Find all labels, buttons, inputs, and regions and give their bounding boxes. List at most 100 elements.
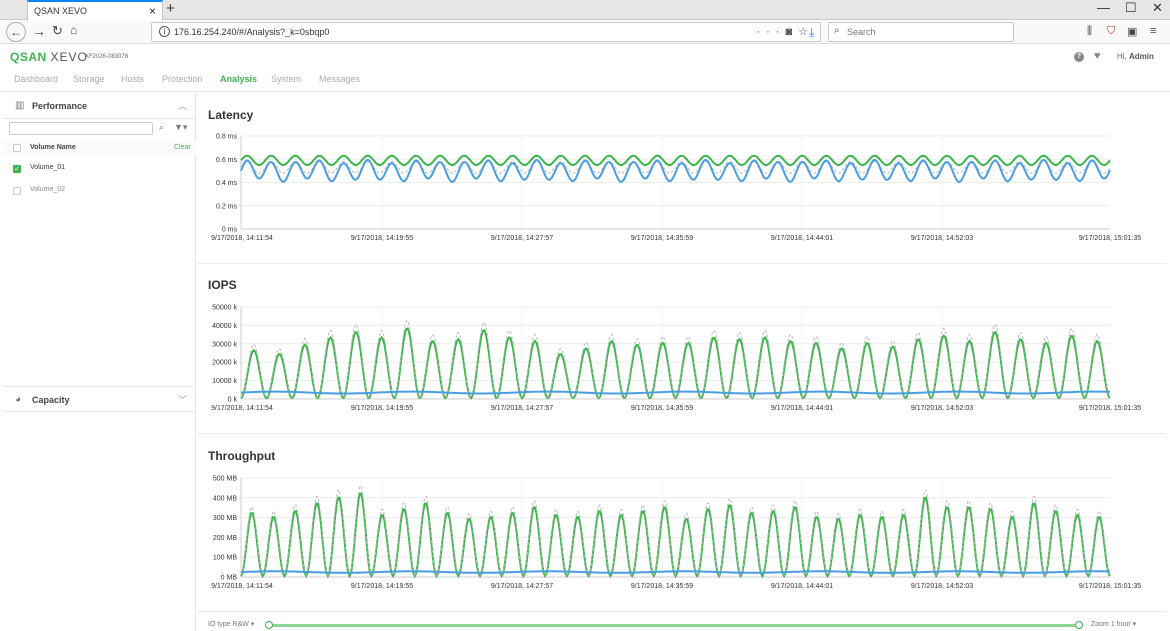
y-tick-label: 500 MB: [213, 476, 237, 483]
health-icon[interactable]: ♥: [1094, 50, 1101, 62]
x-tick-label: 9/17/2018, 15:01:35: [1079, 235, 1141, 242]
x-tick-label: 9/17/2018, 14:19:55: [351, 405, 413, 412]
select-all-checkbox[interactable]: [13, 144, 21, 152]
latency-title: Latency: [208, 108, 254, 122]
app-header: QSAN XEVO XF2026-083078 ? ♥ Hi, Admin: [0, 45, 1170, 70]
volume-row[interactable]: ✓ Volume_01: [3, 161, 196, 177]
pie-chart-icon: ◕: [15, 394, 22, 405]
info-icon[interactable]: i: [159, 26, 170, 37]
throughput-chart[interactable]: 500 MB 400 MB 300 MB 200 MB 100 MB 0 MB 9/17/2…: [197, 471, 1166, 611]
x-tick-label: 9/17/2018, 14:44:01: [771, 583, 833, 590]
user-menu[interactable]: Hi, Admin: [1117, 52, 1154, 61]
search-icon[interactable]: ⌕: [159, 122, 165, 132]
x-tick-label: 9/17/2018, 14:11:54: [211, 583, 273, 590]
y-tick-label: 10000 k: [212, 378, 237, 385]
series-line-green: [240, 492, 1111, 579]
x-tick-label: 9/17/2018, 14:27:57: [491, 405, 553, 412]
y-tick-label: 0 k: [228, 397, 238, 404]
x-tick-label: 9/17/2018, 14:27:57: [491, 235, 553, 242]
volume-list-header: Volume Name Clear: [3, 141, 196, 155]
reload-icon[interactable]: ↻: [52, 23, 63, 38]
series-line-dashed: [240, 319, 1111, 399]
y-tick-label: 50000 k: [212, 305, 237, 312]
y-tick-label: 40000 k: [212, 323, 237, 330]
x-tick-label: 9/17/2018, 14:52:03: [911, 235, 973, 242]
volume-filter-input[interactable]: [9, 122, 153, 135]
bookmark-star-icon[interactable]: ☆: [798, 26, 814, 38]
forward-icon[interactable]: →: [32, 23, 46, 39]
y-tick-label: 0.6 ms: [216, 157, 238, 164]
chevron-up-icon[interactable]: ︿: [178, 101, 188, 111]
main-nav: Dashboard Storage Hosts Protection Analy…: [0, 70, 1170, 92]
new-tab-icon[interactable]: +: [166, 0, 175, 17]
slider-end-handle[interactable]: [1075, 621, 1083, 629]
url-bar[interactable]: i 176.16.254.240/#/Analysis?_k=0sbqp0 ··…: [151, 22, 821, 42]
x-tick-label: 9/17/2018, 14:19:55: [351, 235, 413, 242]
download-icon[interactable]: ⤓: [809, 25, 815, 39]
tab-title: QSAN XEVO: [34, 6, 88, 16]
series-line-blue: [240, 390, 1110, 395]
help-icon[interactable]: ?: [1074, 52, 1084, 62]
x-tick-label: 9/17/2018, 14:52:03: [911, 583, 973, 590]
y-tick-label: 0.8 ms: [216, 134, 238, 141]
search-placeholder: Search: [847, 27, 876, 37]
browser-tab[interactable]: QSAN XEVO ×: [27, 0, 163, 21]
close-window-icon[interactable]: ✕: [1152, 0, 1163, 15]
x-tick-label: 9/17/2018, 14:52:03: [911, 405, 973, 412]
bar-chart-icon: ▥: [15, 100, 25, 111]
nav-system[interactable]: System: [271, 74, 302, 84]
bottom-controls: IO type R&W ▾ Zoom 1 hour ▾: [197, 618, 1166, 631]
chevron-down-icon[interactable]: ﹀: [178, 395, 188, 405]
latency-chart[interactable]: 0.8 ms 0.6 ms 0.4 ms 0.2 ms 0 ms 9/17/2018, 1…: [197, 129, 1166, 263]
y-tick-label: 400 MB: [213, 495, 237, 502]
clear-button[interactable]: Clear: [174, 144, 191, 151]
x-tick-label: 9/17/2018, 14:35:59: [631, 583, 693, 590]
sidebar-icon[interactable]: ▣: [1127, 26, 1138, 38]
y-tick-label: 0.2 ms: [216, 203, 238, 210]
y-tick-label: 200 MB: [213, 535, 237, 542]
divider: [197, 433, 1166, 434]
more-icon[interactable]: ···: [756, 26, 786, 38]
x-tick-label: 9/17/2018, 14:11:54: [211, 235, 273, 242]
pocket-icon[interactable]: ◙: [785, 26, 799, 38]
nav-hosts[interactable]: Hosts: [121, 74, 145, 84]
iops-title: IOPS: [208, 278, 237, 292]
divider: [197, 263, 1166, 264]
minimize-icon[interactable]: —: [1097, 0, 1110, 15]
time-range-slider[interactable]: [269, 624, 1082, 627]
page-actions: ···◙☆: [756, 25, 814, 38]
capacity-title: Capacity: [32, 395, 70, 405]
nav-dashboard[interactable]: Dashboard: [14, 74, 59, 84]
library-icon[interactable]: ⫼: [1087, 25, 1093, 37]
sidebar: ▥ Performance ︿ ⌕ ▼▾ Volume Name Clear ✓…: [3, 93, 196, 631]
nav-protection[interactable]: Protection: [162, 74, 203, 84]
y-tick-label: 300 MB: [213, 515, 237, 522]
analysis-main: Latency 0.8 ms 0.6 ms 0.4 ms 0.2 ms 0 ms 9/17…: [197, 93, 1166, 631]
home-icon[interactable]: ⌂: [70, 23, 78, 37]
y-tick-label: 20000 k: [212, 360, 237, 367]
search-input[interactable]: ⌕ Search: [828, 22, 1014, 42]
close-tab-icon[interactable]: ×: [148, 4, 156, 18]
volume-checkbox[interactable]: [13, 187, 21, 195]
menu-icon[interactable]: ≡: [1150, 25, 1157, 37]
volume-checkbox[interactable]: ✓: [13, 165, 21, 173]
back-icon[interactable]: ←: [6, 22, 26, 42]
performance-panel-header[interactable]: ▥ Performance ︿: [3, 93, 196, 119]
series-line-green: [240, 154, 1111, 167]
zoom-select[interactable]: Zoom 1 hour ▾: [1091, 621, 1137, 628]
io-type-select[interactable]: IO type R&W ▾: [208, 621, 255, 628]
volume-row[interactable]: Volume_02: [3, 183, 196, 199]
nav-analysis[interactable]: Analysis: [220, 74, 258, 84]
nav-messages[interactable]: Messages: [319, 74, 361, 84]
series-line-blue: [240, 158, 1111, 184]
slider-start-handle[interactable]: [265, 621, 273, 629]
nav-storage[interactable]: Storage: [73, 74, 105, 84]
capacity-panel-header[interactable]: ◕ Capacity ﹀: [3, 386, 196, 412]
serial-number: XF2026-083078: [85, 54, 129, 60]
shield-icon[interactable]: ⛉: [1107, 25, 1116, 37]
filter-icon[interactable]: ▼▾: [174, 122, 188, 132]
y-tick-label: 0 MB: [221, 575, 238, 582]
performance-title: Performance: [32, 101, 88, 111]
maximize-icon[interactable]: ☐: [1125, 0, 1137, 15]
